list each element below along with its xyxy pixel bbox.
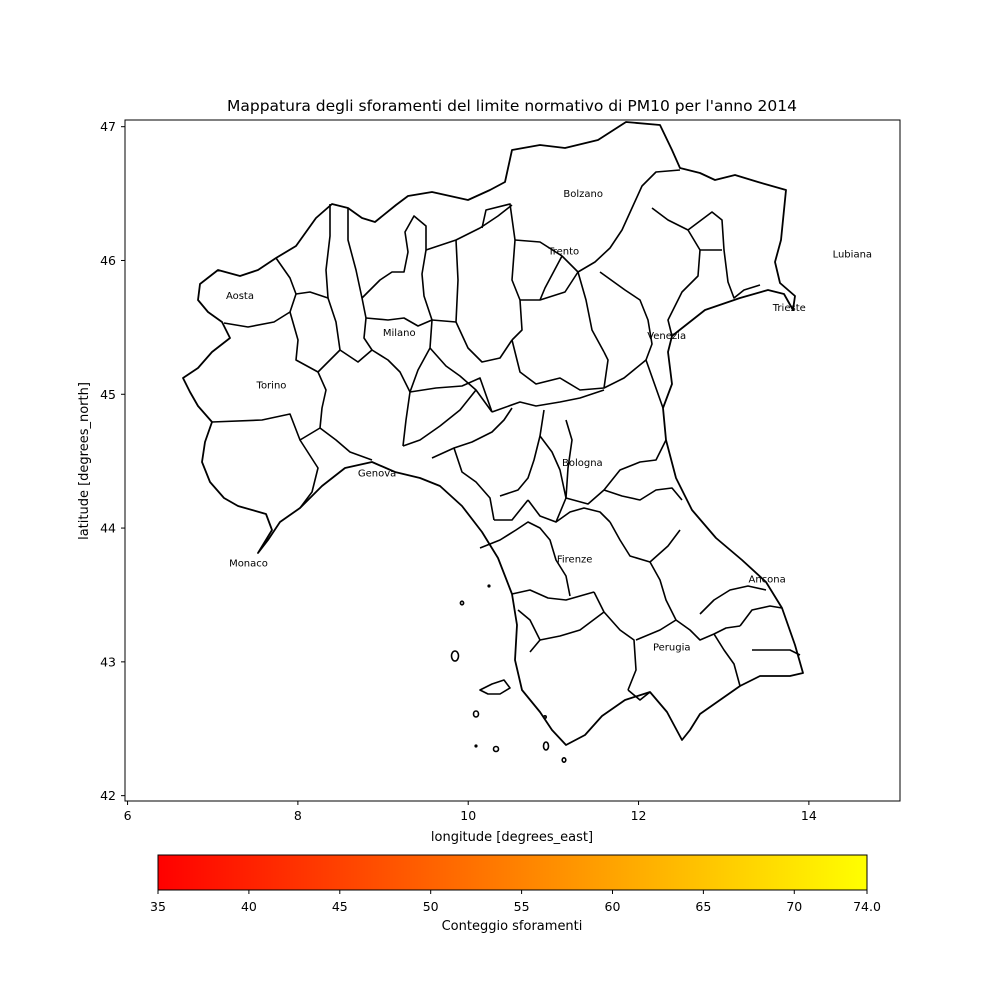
province-boundaries [211, 169, 801, 701]
colorbar-tick-label: 35 [150, 899, 166, 914]
city-label-monaco: Monaco [229, 558, 268, 569]
axes-frame [124, 119, 901, 802]
city-label-aosta: Aosta [226, 291, 254, 302]
y-tick-label: 47 [100, 119, 116, 134]
y-axis-title: latitude [degrees_north] [77, 382, 92, 540]
colorbar-tick-label: 50 [423, 899, 439, 914]
x-tick-label: 6 [124, 808, 132, 823]
city-label-trento: Trento [547, 247, 579, 258]
x-tick-label: 8 [294, 808, 302, 823]
city-label-venezia: Venezia [647, 331, 686, 342]
city-label-trieste: Trieste [772, 303, 806, 314]
colorbar-tick-label: 45 [332, 899, 348, 914]
colorbar-tick-label: 55 [514, 899, 530, 914]
x-tick-label: 10 [460, 808, 476, 823]
y-tick-label: 43 [100, 654, 116, 669]
y-tick-label: 46 [100, 253, 116, 268]
colorbar-tick-label: 65 [695, 899, 711, 914]
map-area: Bolzano Trento Lubiana Aosta Trieste Milano Ve… [182, 121, 872, 763]
city-label-torino: Torino [256, 380, 287, 391]
colorbar-tick-label: 74.0 [853, 899, 881, 914]
city-label-bolzano: Bolzano [563, 189, 603, 200]
city-label-firenze: Firenze [557, 554, 593, 565]
chart-title: Mappatura degli sforamenti del limite no… [227, 97, 797, 115]
city-label-milano: Milano [383, 328, 416, 339]
city-label-bologna: Bologna [562, 458, 603, 469]
colorbar [157, 854, 868, 891]
y-tick-label: 42 [100, 788, 116, 803]
city-labels: Bolzano Trento Lubiana Aosta Trieste Milano Ve… [226, 189, 872, 654]
city-label-genova: Genova [358, 469, 396, 480]
city-label-perugia: Perugia [653, 643, 691, 654]
x-tick-label: 14 [801, 808, 817, 823]
x-axis-ticks: 6 8 10 12 14 [124, 801, 817, 823]
colorbar-tick-label: 40 [241, 899, 257, 914]
colorbar-label: Conteggio sforamenti [442, 919, 583, 934]
y-tick-label: 44 [100, 521, 116, 536]
colorbar-tick-label: 70 [786, 899, 802, 914]
colorbar-tick-label: 60 [605, 899, 621, 914]
x-tick-label: 12 [631, 808, 647, 823]
region-outline [182, 121, 804, 746]
city-label-ancona: Ancona [749, 574, 786, 585]
city-label-lubiana: Lubiana [833, 249, 872, 260]
colorbar-ticks: 35 40 45 50 55 60 65 70 74.0 [150, 890, 881, 914]
x-axis-title: longitude [degrees_east] [431, 830, 593, 845]
y-tick-label: 45 [100, 387, 116, 402]
islands [450, 584, 567, 763]
y-axis-ticks: 42 43 44 45 46 47 [100, 119, 125, 803]
